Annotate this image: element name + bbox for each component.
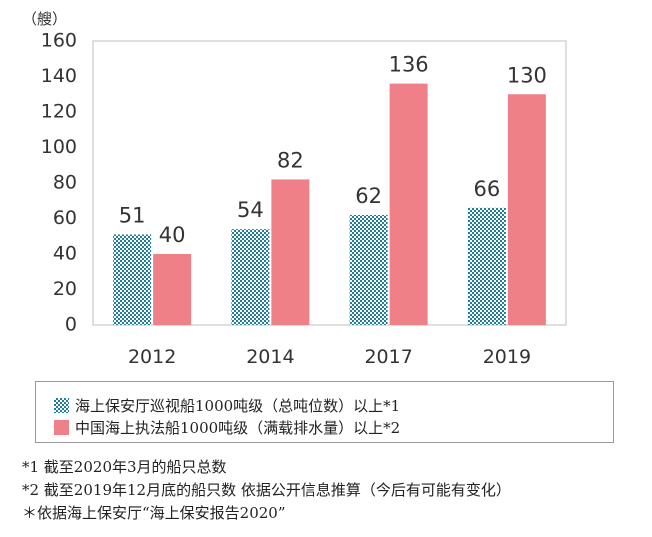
footnotes: *1 截至2020年3月的船只总数 *2 截至2019年12月底的船只数 依据公…: [22, 456, 511, 525]
data-label: 40: [159, 223, 186, 247]
bar-chart: （艘） 0 20 40 60 80 100 120 140 160 51 40 54 82 62 136 6…: [22, 10, 567, 368]
x-tick-label: 2019: [483, 346, 531, 368]
bar-jcg-2014: [231, 229, 270, 325]
bar-jcg-2019: [467, 207, 506, 325]
legend-swatch-jcg: [54, 397, 69, 413]
y-tick-label: 0: [65, 314, 77, 336]
bar-china-2012: [153, 254, 192, 325]
legend-item-jcg: 海上保安厅巡视船1000吨级（总吨位数）以上*1: [54, 394, 400, 416]
legend-swatch-china: [54, 419, 69, 435]
legend: 海上保安厅巡视船1000吨级（总吨位数）以上*1 中国海上执法船1000吨级（满…: [35, 381, 614, 443]
y-tick-label: 40: [53, 243, 77, 265]
bar-china-2014: [271, 179, 310, 325]
data-label: 62: [355, 184, 382, 208]
legend-label-jcg: 海上保安厅巡视船1000吨级（总吨位数）以上*1: [75, 396, 401, 415]
bar-china-2019: [507, 94, 546, 325]
bar-china-2017: [389, 83, 428, 325]
x-tick-label: 2012: [128, 346, 176, 368]
plot-area-frame: [92, 40, 567, 326]
y-tick-label: 60: [53, 207, 77, 229]
y-tick-label: 120: [41, 101, 77, 123]
data-label: 54: [237, 198, 264, 222]
x-tick-label: 2014: [246, 346, 294, 368]
data-label: 66: [474, 177, 501, 201]
data-label: 136: [389, 53, 429, 77]
legend-item-china: 中国海上执法船1000吨级（满载排水量）以上*2: [54, 416, 400, 438]
footnote-source: ＊依据海上保安厅“海上保安报告2020”: [22, 504, 286, 522]
y-tick-label: 20: [53, 278, 77, 300]
data-label: 82: [277, 148, 304, 172]
footnote-1: *1 截至2020年3月的船只总数: [22, 458, 227, 476]
footnote-2: *2 截至2019年12月底的船只数 依据公开信息推算（今后有可能有变化）: [22, 481, 511, 499]
y-axis-unit-label: （艘）: [22, 10, 67, 28]
data-label: 51: [119, 203, 146, 227]
x-tick-label: 2017: [364, 346, 412, 368]
y-tick-label: 80: [53, 172, 77, 194]
bar-jcg-2017: [349, 214, 388, 325]
y-tick-label: 160: [41, 30, 77, 52]
data-label: 130: [507, 63, 547, 87]
y-tick-label: 100: [41, 136, 77, 158]
bar-jcg-2012: [113, 234, 152, 325]
y-tick-label: 140: [41, 65, 77, 87]
legend-label-china: 中国海上执法船1000吨级（满载排水量）以上*2: [75, 418, 401, 437]
